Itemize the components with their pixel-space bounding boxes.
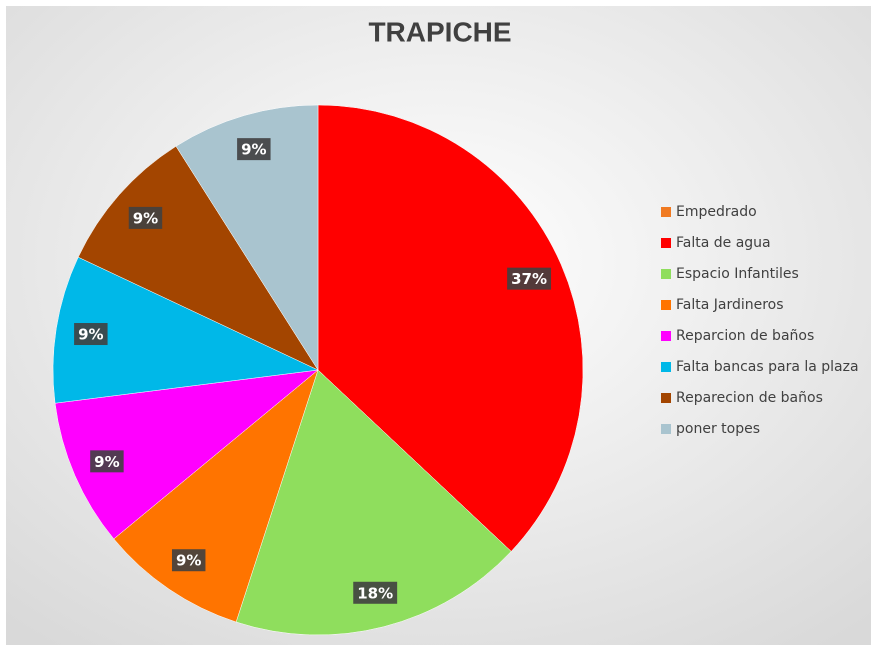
legend-label: poner topes — [676, 421, 760, 437]
data-label-text: 9% — [78, 326, 103, 344]
data-label-text: 9% — [241, 141, 266, 159]
data-label-text: 18% — [357, 584, 393, 602]
data-label-box — [128, 206, 163, 229]
data-label-text: 9% — [94, 453, 119, 471]
data-label-text: 37% — [511, 270, 547, 288]
data-label-box — [74, 323, 108, 346]
data-label: 9% — [74, 323, 108, 346]
data-label-box — [90, 450, 124, 473]
data-label: 18% — [353, 581, 398, 604]
pie-slice — [175, 104, 319, 371]
legend-swatch — [661, 424, 671, 434]
data-label-box — [237, 138, 271, 161]
data-label-box — [507, 267, 552, 290]
legend-swatch — [661, 300, 671, 310]
pie-slice — [113, 369, 319, 623]
data-label-text: 9% — [176, 552, 201, 570]
legend-label: Reparecion de baños — [676, 390, 823, 406]
data-label: 37% — [507, 267, 552, 290]
data-label: 9% — [128, 206, 163, 229]
legend-swatch — [661, 331, 671, 341]
legend-swatch — [661, 269, 671, 279]
legend-swatch — [661, 362, 671, 372]
legend-label: Reparcion de baños — [676, 328, 814, 344]
data-label-box — [171, 549, 206, 572]
data-label: 9% — [237, 138, 271, 161]
chart-title: TRAPICHE — [368, 16, 511, 47]
legend-swatch — [661, 207, 671, 217]
data-label-box — [353, 581, 398, 604]
legend-swatch — [661, 238, 671, 248]
legend-swatch — [661, 393, 671, 403]
pie-slice — [235, 369, 512, 636]
pie-slice — [54, 369, 319, 540]
pie-slice — [77, 145, 319, 371]
legend-label: Falta Jardineros — [676, 297, 784, 313]
pie-slice — [317, 104, 584, 552]
legend-label: Espacio Infantiles — [676, 266, 799, 282]
legend-label: Falta de agua — [676, 235, 771, 251]
legend-label: Empedrado — [676, 204, 757, 220]
data-label-text: 9% — [133, 209, 158, 227]
legend-label: Falta bancas para la plaza — [676, 359, 859, 375]
pie-slice — [52, 256, 319, 404]
data-label: 9% — [90, 450, 124, 473]
data-label: 9% — [171, 549, 206, 572]
